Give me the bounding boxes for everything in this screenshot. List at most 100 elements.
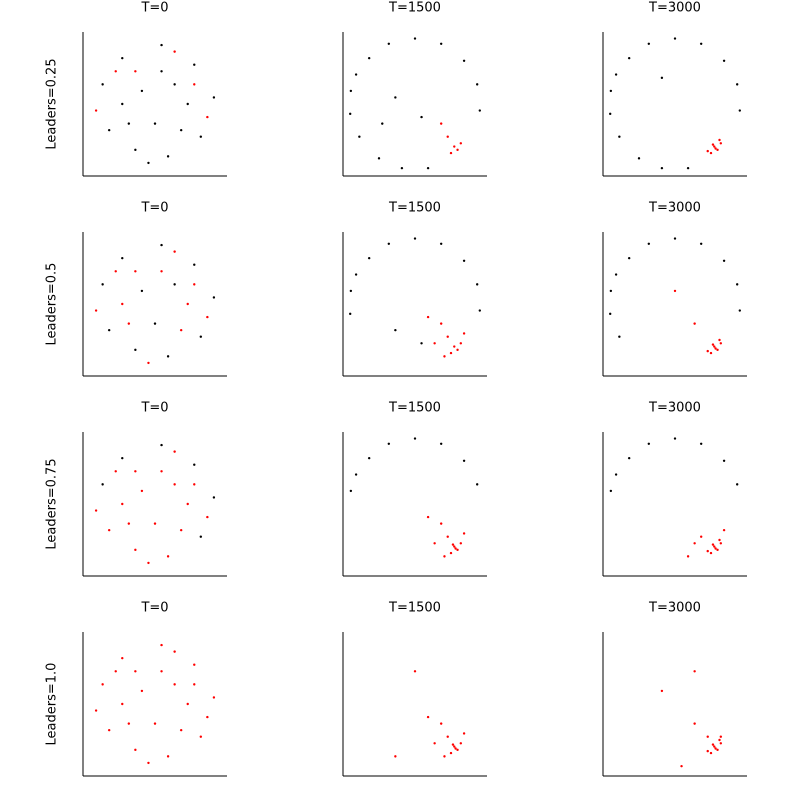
point [413,437,417,440]
point [693,322,696,325]
point [160,243,163,247]
point [456,348,459,352]
point [140,289,144,293]
row-label: Leaders=1.0 [45,663,60,746]
point [446,535,449,538]
point [107,528,111,532]
point [609,489,613,493]
point [140,489,144,493]
point [693,722,696,725]
point [114,470,117,473]
point [453,545,456,548]
panel-title: T=0 [140,201,168,216]
point [454,547,457,550]
point [449,751,453,755]
panel-title: T=1500 [388,601,441,616]
point [711,143,715,146]
point [173,50,176,53]
point [212,96,216,99]
point [451,743,455,746]
point [94,309,98,312]
point [475,283,479,286]
point [193,483,196,486]
point [173,650,176,653]
point [199,335,203,338]
point [439,242,443,245]
point [722,528,726,532]
point [193,463,196,466]
point [160,70,163,73]
point [394,755,397,758]
point [478,309,481,312]
point [107,328,111,332]
point [206,315,209,319]
point [462,459,466,462]
panel-title: T=1500 [388,201,441,216]
point [193,83,196,86]
point [693,670,696,673]
point [426,315,430,319]
point [114,70,117,73]
point [735,283,739,286]
point [387,242,391,245]
point [160,470,163,473]
point [349,312,352,316]
point [121,102,124,106]
point [637,157,641,160]
point [609,312,612,316]
point [134,270,137,273]
point [718,138,721,142]
point [179,528,183,532]
point [439,522,443,525]
point [475,483,479,486]
point [459,742,463,745]
point [101,83,104,86]
point [722,459,726,462]
point [446,135,449,138]
point [107,728,111,732]
point [420,342,423,345]
point [206,115,209,119]
panel-title: T=3000 [648,601,701,616]
panel-title: T=3000 [648,201,701,216]
point [212,696,216,699]
point [446,735,449,738]
point [426,715,430,719]
point [711,543,715,546]
point [212,296,216,299]
point [413,670,417,673]
point [153,522,157,525]
point [94,109,98,112]
point [394,96,397,99]
point [713,145,716,148]
point [459,542,463,545]
point [426,166,430,170]
point [134,348,137,352]
point [160,443,163,447]
point [709,551,713,555]
point [609,89,613,93]
point [199,735,203,738]
point [153,722,157,725]
point [121,56,124,60]
point [475,83,479,86]
point [647,42,651,45]
point [114,270,117,273]
point [387,42,391,45]
point [433,342,436,345]
point [478,109,481,112]
point [443,555,446,558]
point [193,663,196,666]
panel-title: T=3000 [648,401,701,416]
point [673,237,677,240]
point [358,135,361,138]
point [439,722,443,725]
point [609,289,613,293]
point [121,502,124,506]
point [735,83,739,86]
point [439,42,443,45]
point [439,322,443,325]
point [107,128,111,132]
point [462,732,466,735]
point [719,542,723,545]
